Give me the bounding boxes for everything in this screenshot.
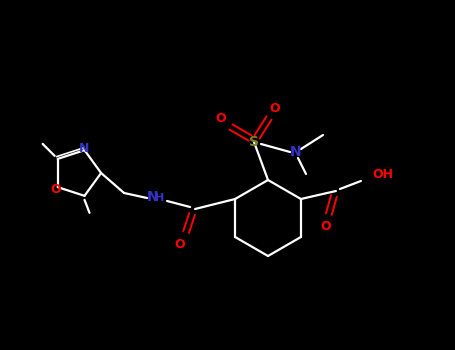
Text: OH: OH [372,168,393,182]
Text: O: O [321,220,331,233]
Text: N: N [146,190,158,204]
Text: O: O [270,103,280,116]
Text: N: N [290,145,302,159]
Text: S: S [249,135,259,149]
Text: O: O [216,112,226,126]
Text: O: O [51,183,61,196]
Text: O: O [175,238,185,252]
Text: N: N [79,142,90,155]
Text: H: H [156,193,165,203]
